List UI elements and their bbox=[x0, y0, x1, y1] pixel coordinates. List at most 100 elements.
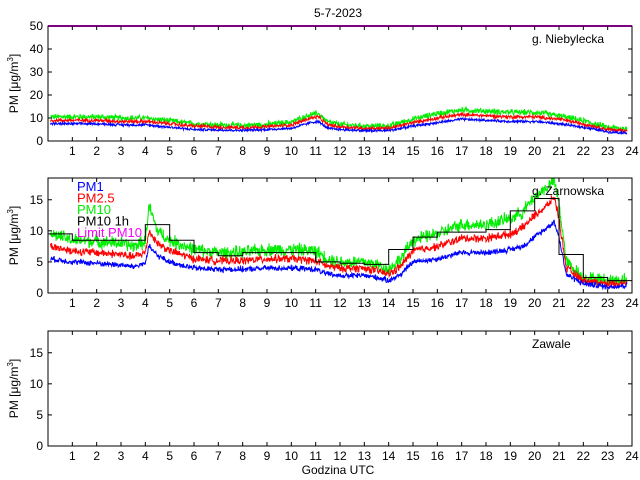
x-tick-label: 20 bbox=[528, 296, 542, 310]
x-tick-label: 22 bbox=[577, 144, 591, 158]
y-axis-label: PM [μg/m3] bbox=[6, 206, 21, 265]
y-tick-label: 40 bbox=[30, 42, 44, 56]
y-tick-label: 30 bbox=[30, 65, 44, 79]
x-tick-label: 17 bbox=[455, 144, 469, 158]
y-tick-label: 10 bbox=[30, 111, 44, 125]
x-tick-label: 1 bbox=[69, 144, 76, 158]
panel-zarnowska: 1 2 3 4 5 6 7 8 9 10 11 12 13 14 15 16 17 18 19 20 21 22 23 240… bbox=[6, 177, 639, 310]
y-tick-label: 10 bbox=[30, 377, 44, 391]
x-tick-label: 17 bbox=[455, 449, 469, 463]
y-tick-label: 0 bbox=[36, 439, 43, 453]
y-tick-label: 15 bbox=[30, 193, 44, 207]
x-tick-label: 7 bbox=[215, 296, 222, 310]
x-tick-label: 3 bbox=[118, 144, 125, 158]
x-tick-label: 16 bbox=[431, 449, 445, 463]
x-tick-label: 19 bbox=[504, 144, 518, 158]
y-axis-label: PM [μg/m3] bbox=[6, 54, 21, 113]
x-tick-label: 20 bbox=[528, 144, 542, 158]
x-tick-label: 15 bbox=[406, 144, 420, 158]
x-tick-label: 13 bbox=[358, 296, 372, 310]
x-axis-label: Godzina UTC bbox=[302, 463, 375, 477]
y-tick-label: 5 bbox=[36, 255, 43, 269]
legend-entry-limit-pm10: Limit PM10 bbox=[77, 225, 142, 240]
x-tick-label: 2 bbox=[93, 144, 100, 158]
x-tick-label: 14 bbox=[382, 296, 396, 310]
x-tick-label: 5 bbox=[166, 296, 173, 310]
x-tick-label: 12 bbox=[333, 296, 347, 310]
x-tick-label: 9 bbox=[264, 144, 271, 158]
x-tick-label: 9 bbox=[264, 296, 271, 310]
y-tick-label: 0 bbox=[36, 134, 43, 148]
panel-niebylecka: 1 2 3 4 5 6 7 8 9 10 11 12 13 14 15 16 17 18 19 20 21 22 23 240… bbox=[6, 19, 639, 158]
x-tick-label: 8 bbox=[239, 296, 246, 310]
x-tick-label: 19 bbox=[504, 449, 518, 463]
x-tick-label: 15 bbox=[406, 449, 420, 463]
x-tick-label: 24 bbox=[625, 449, 639, 463]
x-tick-label: 24 bbox=[625, 296, 639, 310]
x-tick-label: 2 bbox=[93, 296, 100, 310]
x-tick-label: 10 bbox=[285, 449, 299, 463]
x-tick-label: 12 bbox=[333, 449, 347, 463]
y-axis-label: PM [μg/m3] bbox=[6, 359, 21, 418]
series-pm25-line bbox=[49, 195, 628, 288]
x-tick-label: 16 bbox=[431, 144, 445, 158]
x-tick-label: 15 bbox=[406, 296, 420, 310]
x-tick-label: 3 bbox=[118, 449, 125, 463]
series-pm25-line bbox=[49, 111, 628, 133]
x-tick-label: 2 bbox=[93, 449, 100, 463]
x-tick-label: 19 bbox=[504, 296, 518, 310]
plot-area bbox=[49, 105, 628, 136]
x-tick-label: 4 bbox=[142, 449, 149, 463]
legend-entry-pm10-1h: PM10 1h bbox=[77, 214, 129, 229]
x-tick-label: 1 bbox=[69, 449, 76, 463]
x-tick-label: 7 bbox=[215, 449, 222, 463]
x-tick-label: 18 bbox=[479, 449, 493, 463]
x-tick-label: 21 bbox=[552, 296, 566, 310]
y-tick-label: 10 bbox=[30, 224, 44, 238]
x-tick-label: 6 bbox=[191, 449, 198, 463]
figure-title: 5-7-2023 bbox=[314, 6, 362, 20]
y-tick-label: 20 bbox=[30, 88, 44, 102]
x-tick-label: 17 bbox=[455, 296, 469, 310]
legend-entry-pm2-5: PM2.5 bbox=[77, 191, 115, 206]
x-tick-label: 16 bbox=[431, 296, 445, 310]
x-tick-label: 11 bbox=[309, 144, 322, 158]
x-tick-label: 3 bbox=[118, 296, 125, 310]
x-tick-label: 6 bbox=[191, 144, 198, 158]
x-tick-label: 7 bbox=[215, 144, 222, 158]
station-label: g. Niebylecka bbox=[532, 32, 604, 46]
x-tick-label: 21 bbox=[552, 449, 566, 463]
x-tick-label: 10 bbox=[285, 144, 299, 158]
x-tick-label: 22 bbox=[577, 449, 591, 463]
x-tick-label: 23 bbox=[601, 144, 615, 158]
legend-entry-pm10: PM10 bbox=[77, 202, 111, 217]
x-tick-label: 4 bbox=[142, 296, 149, 310]
plot-area bbox=[48, 178, 632, 291]
x-tick-label: 23 bbox=[601, 296, 615, 310]
x-tick-label: 8 bbox=[239, 449, 246, 463]
y-tick-label: 50 bbox=[30, 19, 44, 33]
series-pm10-line bbox=[49, 178, 628, 287]
x-tick-label: 24 bbox=[625, 144, 639, 158]
legend-entry-pm1: PM1 bbox=[77, 179, 104, 194]
x-tick-label: 21 bbox=[552, 144, 566, 158]
series-pm10-1h-step bbox=[48, 198, 632, 282]
x-tick-label: 8 bbox=[239, 144, 246, 158]
x-tick-label: 14 bbox=[382, 144, 396, 158]
panel-zawale: 1 2 3 4 5 6 7 8 9 10 11 12 13 14 15 16 17 18 19 20 21 22 23 240… bbox=[6, 330, 639, 463]
x-tick-label: 9 bbox=[264, 449, 271, 463]
x-tick-label: 18 bbox=[479, 296, 493, 310]
x-tick-label: 11 bbox=[309, 296, 322, 310]
x-tick-label: 13 bbox=[358, 449, 372, 463]
x-tick-label: 5 bbox=[166, 449, 173, 463]
x-tick-label: 1 bbox=[69, 296, 76, 310]
series-pm1-line bbox=[50, 219, 628, 291]
station-label: g. Zarnowska bbox=[532, 184, 604, 198]
y-tick-label: 0 bbox=[36, 286, 43, 300]
x-tick-label: 23 bbox=[601, 449, 615, 463]
x-tick-label: 6 bbox=[191, 296, 198, 310]
y-tick-label: 5 bbox=[36, 408, 43, 422]
x-tick-label: 10 bbox=[285, 296, 299, 310]
